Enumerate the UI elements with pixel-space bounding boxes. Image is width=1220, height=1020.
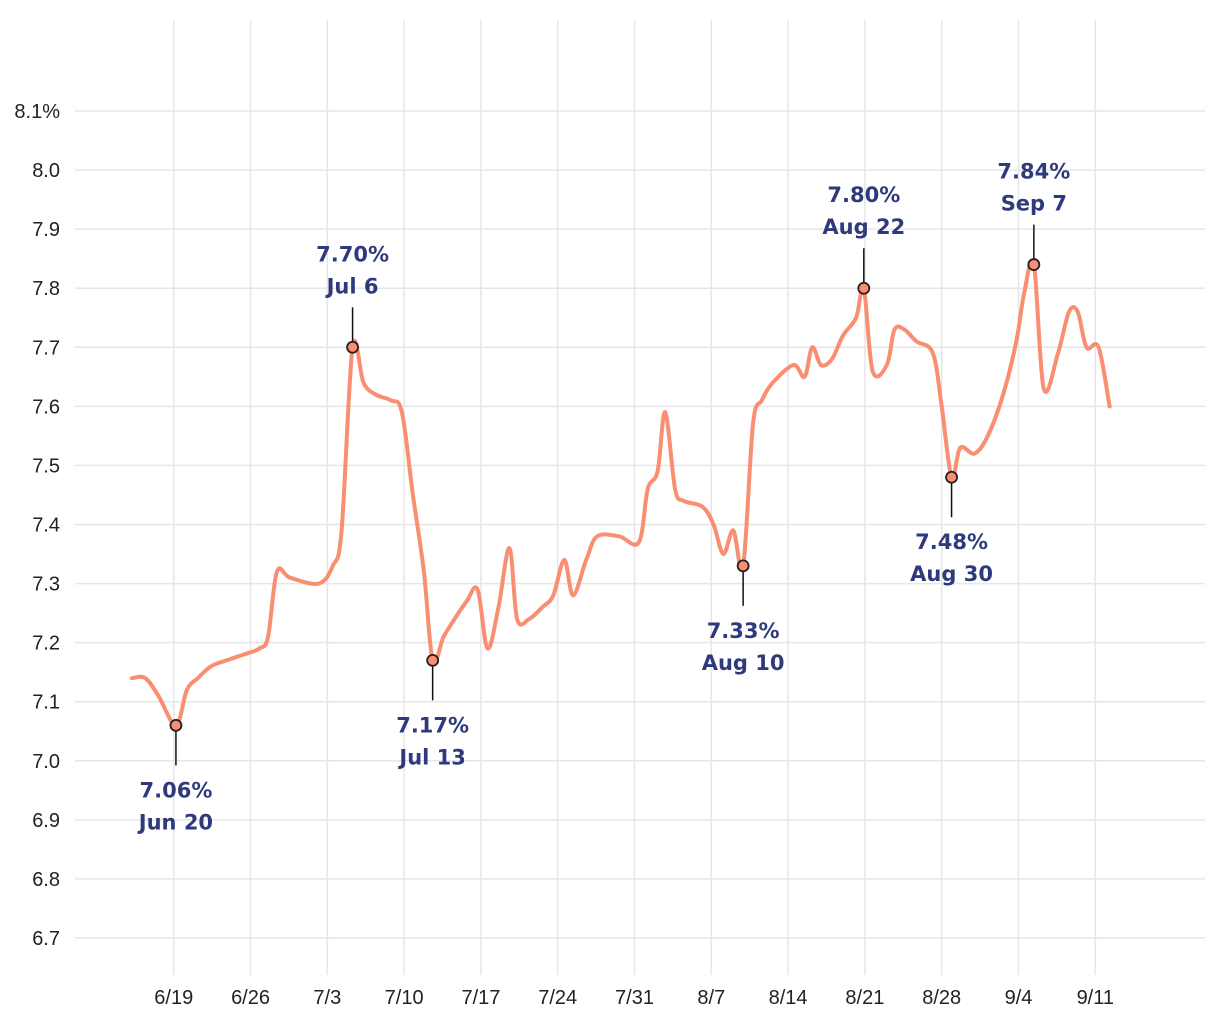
annotation-value-label: 7.80% xyxy=(827,183,900,207)
annotation-date-label: Jul 6 xyxy=(325,274,379,298)
y-axis-tick-labels: 8.1% 8.0 7.9 7.8 7.7 7.6 7.5 7.4 7.3 7.2 7.1 7.0 6.9… xyxy=(14,101,60,950)
x-tick-label: 8/21 xyxy=(845,987,884,1009)
annotation-date-label: Jul 13 xyxy=(397,745,466,769)
vertical-gridlines xyxy=(172,20,1097,975)
x-tick-label: 8/14 xyxy=(769,987,808,1009)
x-tick-label: 7/17 xyxy=(461,987,500,1009)
annotation-marker xyxy=(169,718,183,732)
annotation-value-label: 7.70% xyxy=(316,242,389,266)
annotation-date-label: Sep 7 xyxy=(1001,192,1067,216)
annotation-marker xyxy=(736,559,750,573)
x-tick-label: 7/31 xyxy=(615,987,654,1009)
y-tick-label: 6.9 xyxy=(32,810,60,832)
annotation-date-label: Aug 30 xyxy=(910,562,993,586)
y-tick-label: 8.1% xyxy=(14,101,60,123)
y-tick-label: 7.8 xyxy=(32,278,60,300)
annotation-marker xyxy=(426,653,440,667)
annotation-value-label: 7.48% xyxy=(915,530,988,554)
x-tick-label: 8/28 xyxy=(922,987,961,1009)
annotation-layer: 7.06% Jun 20 7.70% Jul 6 7.17% Jul 13 7.33% Aug… xyxy=(137,160,1070,835)
annotation-marker xyxy=(945,470,958,484)
y-tick-label: 7.2 xyxy=(32,633,60,655)
y-tick-label: 7.4 xyxy=(32,515,60,537)
x-tick-label: 7/24 xyxy=(538,987,577,1009)
y-tick-label: 7.1 xyxy=(32,692,60,714)
y-tick-label: 7.6 xyxy=(32,396,60,418)
x-axis-tick-labels: 6/19 6/26 7/3 7/10 7/17 7/24 7/31 8/7 8/14 8/21 8/… xyxy=(154,987,1114,1009)
x-tick-label: 6/26 xyxy=(231,987,270,1009)
y-tick-label: 7.9 xyxy=(32,219,60,241)
annotation-marker xyxy=(346,340,359,354)
y-tick-label: 7.5 xyxy=(32,455,60,477)
x-tick-label: 7/3 xyxy=(313,987,341,1009)
y-tick-label: 7.7 xyxy=(32,337,60,359)
y-tick-label: 7.0 xyxy=(32,751,60,773)
x-tick-label: 8/7 xyxy=(697,987,725,1009)
annotation-value-label: 7.06% xyxy=(140,778,213,802)
y-tick-label: 7.3 xyxy=(32,574,60,596)
annotation-value-label: 7.33% xyxy=(707,619,780,643)
annotation-date-label: Aug 10 xyxy=(702,651,785,675)
annotation-marker xyxy=(1027,258,1041,271)
annotation-value-label: 7.17% xyxy=(396,713,469,737)
y-tick-label: 6.7 xyxy=(32,928,60,950)
y-tick-label: 8.0 xyxy=(32,160,60,182)
annotation-date-label: Aug 22 xyxy=(822,215,905,239)
horizontal-gridlines xyxy=(75,110,1205,939)
annotation-date-label: Jun 20 xyxy=(137,810,213,834)
y-tick-label: 6.8 xyxy=(32,869,60,891)
series-layer xyxy=(130,258,1112,728)
annotation-value-label: 7.84% xyxy=(997,160,1070,184)
x-tick-label: 9/11 xyxy=(1077,987,1114,1009)
x-tick-label: 7/10 xyxy=(385,987,424,1009)
annotation-marker xyxy=(857,281,871,295)
rate-series-line xyxy=(130,258,1112,728)
x-tick-label: 9/4 xyxy=(1005,987,1033,1009)
x-tick-label: 6/19 xyxy=(154,987,193,1009)
